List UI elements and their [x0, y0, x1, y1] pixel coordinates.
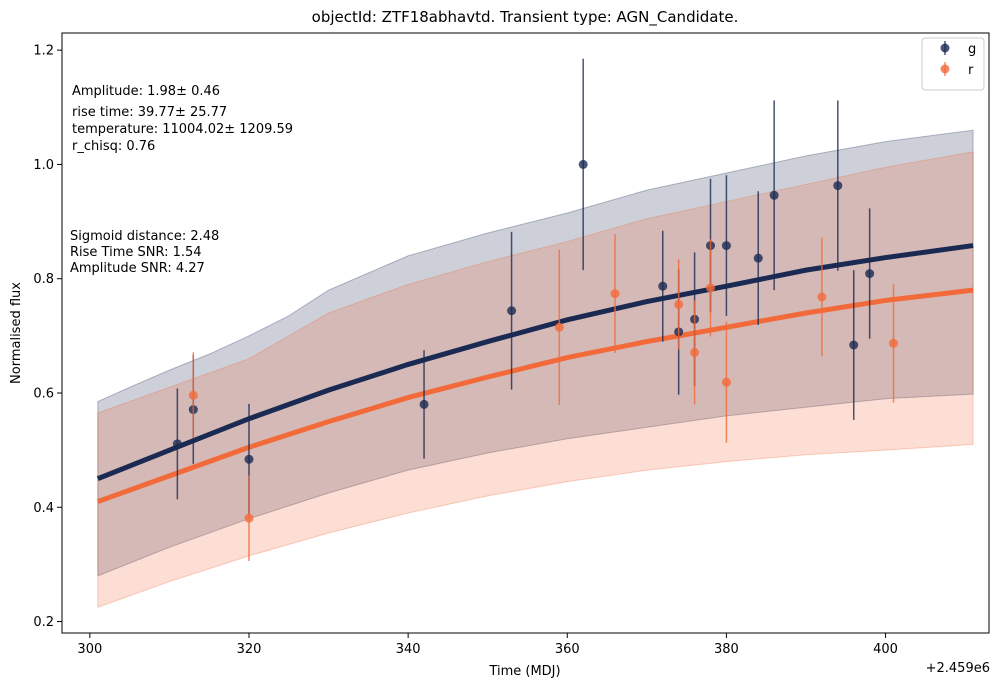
y-tick-label-5: 1.2 — [33, 44, 54, 59]
point-r-3 — [610, 289, 620, 299]
x-tick-label-380: 380 — [714, 642, 739, 657]
point-r-0 — [188, 390, 198, 400]
legend-label-r: r — [968, 63, 974, 78]
axes-frame — [61, 32, 990, 634]
x-axis-ticks: 300 320 340 360 380 400 — [77, 633, 898, 657]
model-curve-r — [96, 287, 974, 504]
point-r-5 — [690, 347, 700, 357]
point-g-0 — [172, 439, 182, 449]
annotation-r-chisq: r_chisq: 0.76 — [72, 139, 155, 154]
chart-title: objectId: ZTF18abhavtd. Transient type: … — [312, 8, 739, 27]
point-g-14 — [849, 340, 859, 350]
annotation-temperature: temperature: 11004.02± 1209.59 — [72, 122, 293, 137]
legend-box — [921, 37, 985, 91]
annotation-rise-time: rise time: 39.77± 25.77 — [72, 105, 227, 120]
annotation-amplitude: Amplitude: 1.98± 0.46 — [72, 84, 220, 99]
y-tick-label-2: 0.6 — [33, 387, 54, 402]
legend: gr — [921, 37, 985, 91]
point-g-2 — [244, 454, 254, 464]
x-axis-label: Time (MDJ) — [488, 664, 560, 679]
point-g-4 — [507, 306, 517, 316]
uncertainty-bands — [97, 129, 974, 608]
model-curve-g — [96, 243, 974, 482]
x-offset-label: +2.459e6 — [926, 661, 990, 676]
annotation-sigmoid-distance: Sigmoid distance: 2.48 — [70, 229, 219, 244]
point-g-10 — [721, 241, 731, 251]
point-r-8 — [817, 292, 827, 302]
x-tick-label-360: 360 — [555, 642, 580, 657]
y-tick-label-1: 0.4 — [33, 501, 54, 516]
y-axis-ticks: 0.2 0.4 0.6 0.8 1.0 1.2 — [33, 44, 62, 630]
point-g-3 — [419, 399, 429, 409]
annotation-amplitude-snr: Amplitude SNR: 4.27 — [70, 261, 205, 276]
model-curves — [96, 243, 974, 504]
point-g-13 — [833, 181, 843, 191]
y-tick-label-0: 0.2 — [33, 615, 54, 630]
x-tick-label-340: 340 — [396, 642, 421, 657]
x-tick-label-320: 320 — [237, 642, 262, 657]
point-g-11 — [753, 253, 763, 263]
point-r-7 — [721, 377, 731, 387]
band-r — [97, 151, 974, 608]
band-g — [97, 129, 974, 577]
y-axis-label: Normalised flux — [9, 282, 24, 384]
point-g-6 — [658, 281, 668, 291]
point-r-1 — [244, 513, 254, 523]
point-r-4 — [674, 299, 684, 309]
data-points — [172, 58, 899, 561]
x-tick-label-300: 300 — [77, 642, 102, 657]
y-tick-label-4: 1.0 — [33, 158, 54, 173]
legend-marker-r — [940, 64, 950, 74]
x-tick-label-400: 400 — [873, 642, 898, 657]
features-annotation: Sigmoid distance: 2.48 Rise Time SNR: 1.… — [70, 229, 219, 276]
point-g-15 — [865, 269, 875, 279]
point-r-9 — [889, 338, 899, 348]
point-r-6 — [706, 283, 716, 293]
point-r-2 — [554, 322, 564, 332]
point-g-5 — [578, 159, 588, 169]
y-tick-label-3: 0.8 — [33, 272, 54, 287]
legend-label-g: g — [968, 42, 976, 57]
point-g-12 — [769, 190, 779, 200]
legend-marker-g — [940, 43, 950, 53]
fit-parameters-annotation: Amplitude: 1.98± 0.46 rise time: 39.77± … — [72, 84, 293, 154]
annotation-rise-time-snr: Rise Time SNR: 1.54 — [70, 245, 202, 260]
